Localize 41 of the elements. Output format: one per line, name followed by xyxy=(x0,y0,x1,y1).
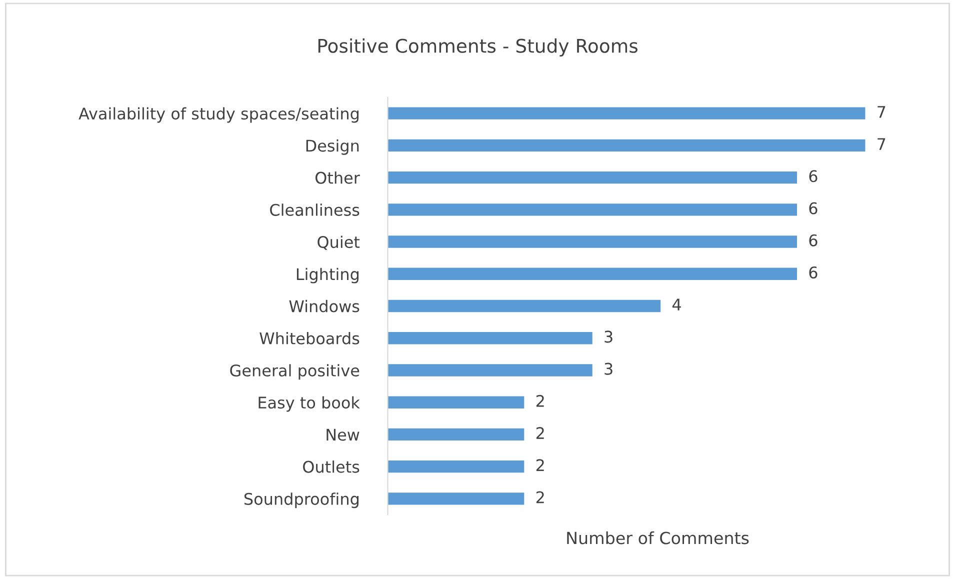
bar xyxy=(388,492,524,505)
y-tick-label: Other xyxy=(315,171,360,184)
y-tick-label: Availability of study spaces/seating xyxy=(78,107,358,123)
y-tick-label: General positive xyxy=(230,364,360,380)
bar xyxy=(388,236,798,248)
data-label: 2 xyxy=(536,491,544,504)
y-tick-label: Easy to book xyxy=(258,396,360,412)
data-label: 6 xyxy=(809,170,818,182)
y-tick-label: Windows xyxy=(289,300,360,312)
data-label: 2 xyxy=(536,427,544,439)
data-label: 6 xyxy=(809,266,818,279)
y-tick-label: Lighting xyxy=(296,268,358,284)
bar xyxy=(388,204,798,216)
y-tick-label: Outlets xyxy=(303,460,360,473)
bar xyxy=(388,428,524,441)
data-label: 7 xyxy=(878,138,886,150)
data-label: 7 xyxy=(878,106,886,118)
data-label: 2 xyxy=(536,394,544,407)
y-tick-label: Quiet xyxy=(318,236,360,250)
bar xyxy=(388,396,524,408)
bar xyxy=(388,460,524,473)
bar xyxy=(388,268,798,280)
data-label: 2 xyxy=(536,459,544,471)
y-tick-label: Design xyxy=(306,139,359,155)
bar xyxy=(388,139,866,152)
data-label: 4 xyxy=(672,298,681,310)
y-tick-label: Whiteboards xyxy=(260,332,360,344)
data-label: 6 xyxy=(809,234,818,246)
data-label: 3 xyxy=(604,362,612,375)
y-tick-label: Soundproofing xyxy=(244,492,358,508)
bar xyxy=(388,107,866,120)
bar xyxy=(388,332,592,344)
bar xyxy=(388,300,661,312)
y-tick-label: Cleanliness xyxy=(270,204,360,216)
y-tick-label: New xyxy=(326,428,360,441)
data-label: 6 xyxy=(809,202,818,214)
bar xyxy=(388,171,798,184)
x-axis-title: Number of Comments xyxy=(567,531,749,544)
data-label: 3 xyxy=(604,330,612,343)
chart-title: Positive Comments - Study Rooms xyxy=(318,38,638,57)
bar xyxy=(388,364,592,376)
